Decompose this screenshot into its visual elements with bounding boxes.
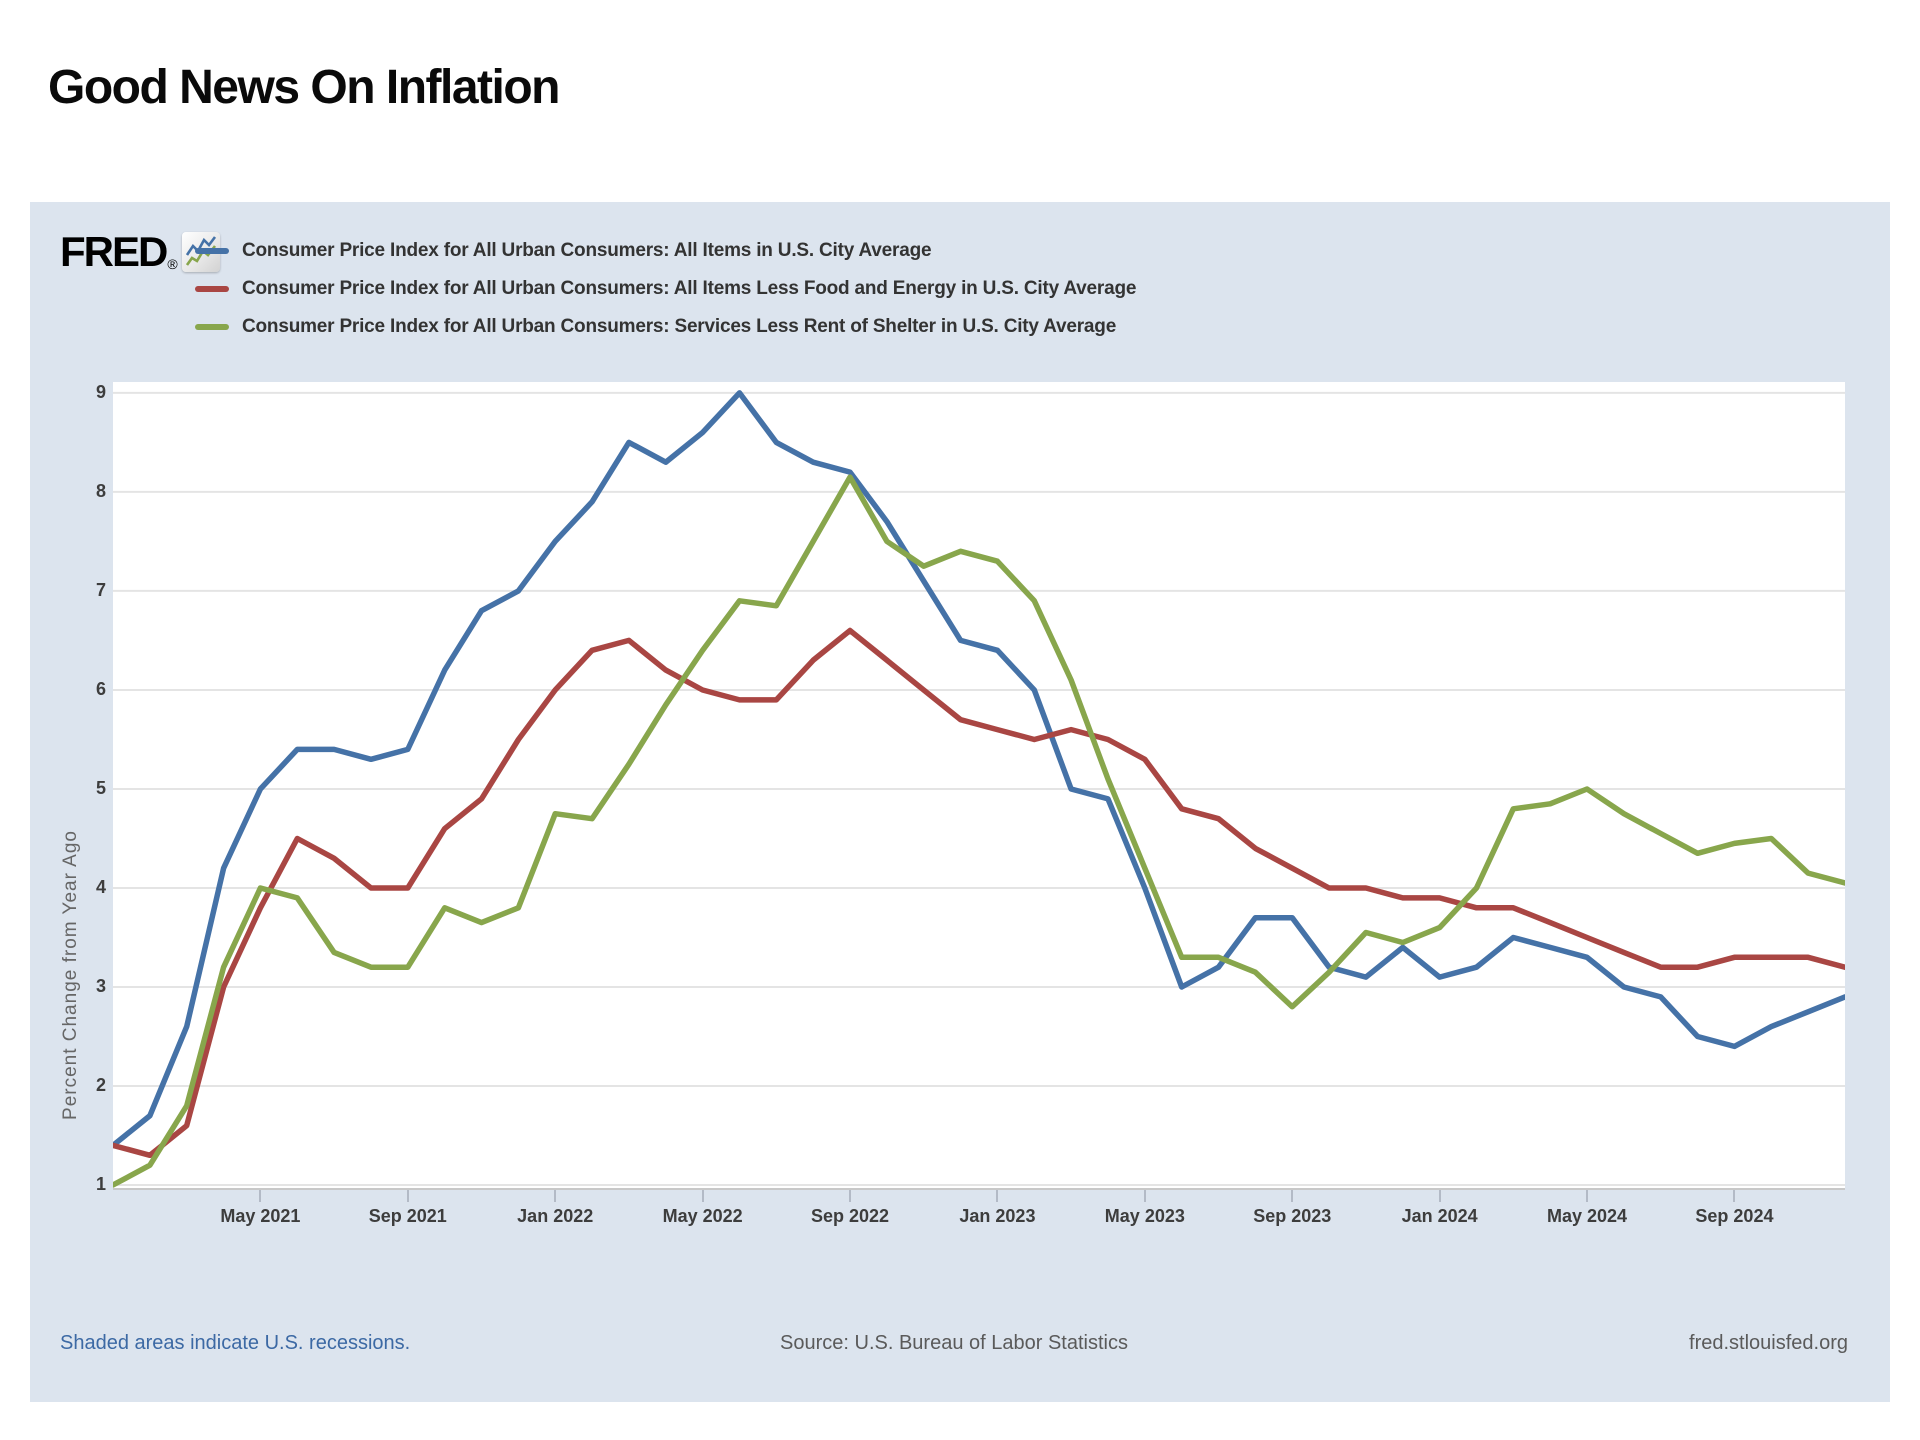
fred-logo[interactable]: FRED ® [60,228,220,276]
x-tick-mark [1143,1190,1146,1202]
x-tick-mark [554,1190,557,1202]
legend-item-core: Consumer Price Index for All Urban Consu… [195,270,1136,308]
legend-item-services: Consumer Price Index for All Urban Consu… [195,308,1136,346]
y-tick-label: 9 [95,381,106,402]
y-axis-title: Percent Change from Year Ago [60,830,81,1120]
y-tick-label: 5 [95,777,106,798]
x-tick-mark [1733,1190,1736,1202]
x-tick-mark [996,1190,999,1202]
x-tick-label: May 2021 [220,1206,301,1226]
y-tick-label: 1 [95,1174,106,1195]
recessions-note-link[interactable]: Shaded areas indicate U.S. recessions. [60,1332,411,1354]
x-tick-label: Sep 2021 [368,1206,447,1226]
x-tick-mark [1291,1190,1294,1202]
legend-label: Consumer Price Index for All Urban Consu… [242,240,932,261]
x-tick-label: Sep 2023 [1253,1206,1332,1226]
x-tick-label: May 2024 [1547,1206,1628,1226]
y-tick-label: 4 [95,876,106,897]
fred-chart-panel: FRED ® Consumer Price Index for All Urba… [30,202,1890,1402]
plot-area [113,382,1845,1190]
chart-legend: Consumer Price Index for All Urban Consu… [195,232,1136,346]
legend-dash-red [195,286,229,292]
y-tick-label: 8 [95,480,106,501]
x-tick-mark [1586,1190,1589,1202]
y-tick-label: 3 [95,976,106,996]
y-tick-label: 7 [95,579,106,600]
x-tick-label: Jan 2023 [959,1206,1036,1226]
source-text: Source: U.S. Bureau of Labor Statistics [780,1332,1128,1354]
line-chart-svg [113,390,1845,1190]
x-tick-label: May 2022 [662,1206,743,1226]
legend-dash-blue [195,248,229,254]
line-series [113,390,1845,1149]
legend-dash-green [195,324,229,330]
chart-footer: Shaded areas indicate U.S. recessions. S… [60,1332,1848,1355]
registered-mark-icon: ® [167,256,178,272]
legend-label: Consumer Price Index for All Urban Consu… [242,316,1117,337]
x-tick-label: Jan 2022 [517,1206,594,1226]
x-tick-mark [701,1190,704,1202]
line-series [113,627,1845,1159]
y-tick-label: 2 [95,1075,106,1096]
legend-item-all-items: Consumer Price Index for All Urban Consu… [195,232,1136,270]
x-tick-label: Sep 2022 [810,1206,890,1226]
x-tick-label: May 2023 [1104,1206,1185,1226]
x-tick-label: Jan 2024 [1401,1206,1478,1226]
x-tick-label: Sep 2024 [1695,1206,1774,1226]
y-tick-label: 6 [95,678,106,699]
fred-site-text: fred.stlouisfed.org [1689,1332,1848,1354]
x-tick-mark [849,1190,852,1202]
legend-label: Consumer Price Index for All Urban Consu… [242,278,1137,299]
x-tick-mark [259,1190,262,1202]
fred-logo-text: FRED [60,228,168,275]
x-tick-mark [1438,1190,1441,1202]
page-title: Good News On Inflation [48,61,560,114]
x-tick-mark [406,1190,409,1202]
line-series [113,474,1845,1188]
